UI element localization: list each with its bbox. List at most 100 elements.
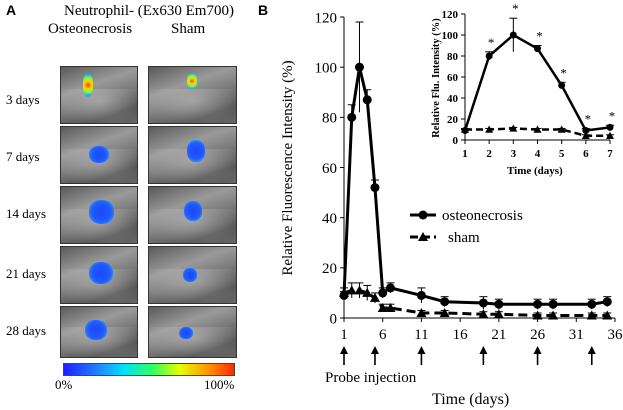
inset-osteonecrosis-point xyxy=(558,81,566,89)
intensity-colorbar xyxy=(63,363,235,376)
main-osteonecrosis-point xyxy=(354,62,364,72)
significance-asterisk: * xyxy=(536,29,543,44)
image-sham-7-days xyxy=(148,126,237,184)
fluorescence-spot xyxy=(184,201,202,221)
colorbar-max-label: 100% xyxy=(204,377,235,392)
inset-x-tick-label: 4 xyxy=(535,148,541,160)
probe-injection-arrowhead xyxy=(340,346,348,354)
main-osteonecrosis-point xyxy=(362,95,372,105)
main-osteonecrosis-point xyxy=(494,299,504,309)
main-osteonecrosis-point xyxy=(440,297,450,307)
main-y-tick-label: 0 xyxy=(330,311,338,327)
inset-x-tick-label: 5 xyxy=(559,148,565,160)
main-x-tick-label: 21 xyxy=(491,327,506,343)
fluorescence-spot xyxy=(89,262,113,284)
probe-injection-arrowhead xyxy=(370,346,379,354)
probe-injection-label: Probe injection xyxy=(325,370,417,386)
image-sham-14-days xyxy=(148,186,237,244)
image-osteonecrosis-14-days xyxy=(60,186,138,244)
fluorescence-spot xyxy=(187,140,205,162)
main-osteonecrosis-point xyxy=(416,290,426,300)
probe-injection-arrowhead xyxy=(417,346,426,354)
main-y-tick-label: 100 xyxy=(315,60,338,76)
inset-x-tick-label: 6 xyxy=(583,148,589,160)
main-sham-point xyxy=(439,307,450,317)
column-label-osteonecrosis: Osteonecrosis xyxy=(48,21,133,37)
main-osteonecrosis-point xyxy=(370,183,380,193)
significance-asterisk: * xyxy=(512,1,519,16)
inset-osteonecrosis-point xyxy=(606,123,614,131)
inset-y-tick-label: 0 xyxy=(453,135,459,147)
legend: osteonecrosis sham xyxy=(410,208,523,246)
main-y-tick-label: 60 xyxy=(322,161,337,177)
inset-x-tick-label: 1 xyxy=(462,148,468,160)
main-sham-point xyxy=(532,310,543,320)
main-y-tick-label: 120 xyxy=(315,10,338,26)
inset-x-tick-label: 7 xyxy=(607,148,613,160)
probe-injection-arrowhead xyxy=(479,346,488,354)
main-x-tick-label: 16 xyxy=(453,327,469,343)
main-sham-point xyxy=(362,287,373,297)
main-osteonecrosis-point xyxy=(378,288,388,298)
legend-osteonecrosis-marker xyxy=(418,210,428,220)
inset-y-tick-label: 100 xyxy=(442,30,459,42)
image-sham-3-days xyxy=(148,66,237,124)
inset-sham-point xyxy=(533,125,542,133)
main-sham-point xyxy=(602,310,613,320)
inset-y-tick-label: 40 xyxy=(447,93,459,105)
main-y-tick-label: 20 xyxy=(322,261,337,277)
inset-x-axis-label: Time (days) xyxy=(507,165,563,177)
main-x-tick-label: 26 xyxy=(530,327,546,343)
main-osteonecrosis-line xyxy=(342,66,608,306)
significance-asterisk: * xyxy=(585,111,592,126)
significance-asterisk: * xyxy=(488,35,495,50)
inset-osteonecrosis-point xyxy=(582,127,590,135)
inset-osteonecrosis-point xyxy=(485,52,493,60)
significance-asterisk: * xyxy=(609,108,616,123)
inset-x-tick-label: 3 xyxy=(511,148,517,160)
panel-b-letter: B xyxy=(258,2,269,18)
inset-y-tick-label: 60 xyxy=(447,72,459,84)
main-y-tick-label: 80 xyxy=(322,111,337,127)
fluorescence-spot xyxy=(85,320,107,340)
probe-injection-arrowhead xyxy=(533,346,542,354)
main-osteonecrosis-point xyxy=(533,299,543,309)
image-osteonecrosis-7-days xyxy=(60,126,138,184)
inset-y-tick-label: 120 xyxy=(442,9,459,21)
inset-sham-point xyxy=(461,125,469,133)
inset-x-tick-label: 2 xyxy=(486,148,492,160)
main-x-tick-label: 31 xyxy=(569,327,584,343)
row-label-14-days: 14 days xyxy=(6,206,47,221)
inset-sham-point xyxy=(509,124,518,132)
fluorescence-spot xyxy=(183,268,197,282)
panel-a-letter: A xyxy=(6,2,17,18)
main-sham-point xyxy=(385,302,396,312)
main-x-tick-label: 6 xyxy=(379,327,387,343)
inset-sham-point xyxy=(606,131,614,139)
fluorescence-spot xyxy=(179,327,193,339)
main-sham-point xyxy=(548,310,559,320)
probe-injection-arrowhead xyxy=(587,346,596,354)
image-sham-21-days xyxy=(148,246,237,304)
row-label-21-days: 21 days xyxy=(6,266,47,281)
inset-sham-point xyxy=(557,125,566,133)
main-x-tick-label: 1 xyxy=(340,327,348,343)
main-osteonecrosis-point xyxy=(587,299,597,309)
main-sham-point xyxy=(416,307,427,317)
inset-sham-point xyxy=(485,125,494,133)
significance-asterisk: * xyxy=(560,65,567,80)
fluorescence-spot xyxy=(83,73,93,97)
image-osteonecrosis-3-days xyxy=(60,66,138,124)
inset-y-axis-label: Relative Flu. Intensity (%) xyxy=(431,18,442,138)
main-osteonecrosis-point xyxy=(347,112,357,122)
image-osteonecrosis-21-days xyxy=(60,246,138,304)
main-x-tick-label: 36 xyxy=(608,327,623,343)
main-sham-point xyxy=(478,309,489,319)
main-y-axis-label: Relative Fluorescence Intensity (%) xyxy=(280,60,296,275)
row-label-28-days: 28 days xyxy=(6,323,47,338)
main-x-tick-label: 11 xyxy=(414,327,428,343)
legend-osteonecrosis-label: osteonecrosis xyxy=(442,208,523,224)
row-label-3-days: 3 days xyxy=(6,92,40,107)
image-sham-28-days xyxy=(148,306,237,358)
